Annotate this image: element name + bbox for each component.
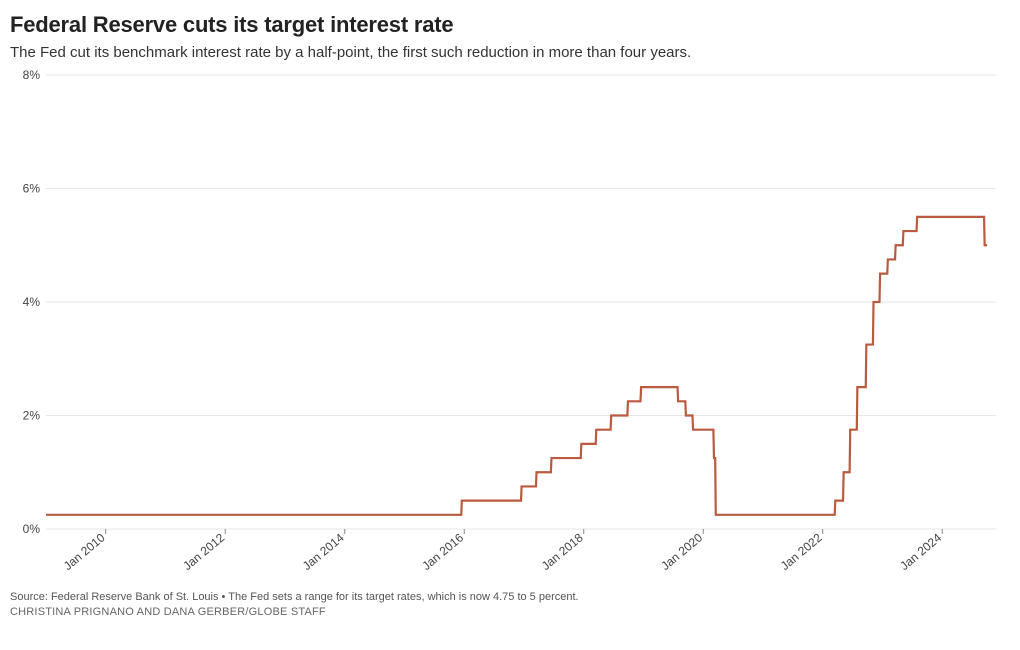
x-tick-label: Jan 2018 <box>539 530 586 573</box>
x-tick-label-group: Jan 2016 <box>419 530 466 573</box>
x-tick-label: Jan 2022 <box>778 530 825 573</box>
chart-title: Federal Reserve cuts its target interest… <box>10 12 1006 38</box>
x-tick-label-group: Jan 2010 <box>61 530 108 573</box>
x-tick-label: Jan 2010 <box>61 530 108 573</box>
x-tick-label: Jan 2020 <box>658 530 705 573</box>
y-tick-label: 4% <box>23 295 41 309</box>
x-tick-label-group: Jan 2014 <box>300 530 347 573</box>
x-tick-label: Jan 2014 <box>300 530 347 573</box>
x-tick-label: Jan 2024 <box>897 530 944 573</box>
y-tick-label: 0% <box>23 522 41 536</box>
chart-area: 0% 2% 4% 6% 8% Jan 2010 Jan 2012 Jan 2014 Jan 20… <box>10 69 1000 584</box>
x-tick-label: Jan 2012 <box>180 530 227 573</box>
source-line: Source: Federal Reserve Bank of St. Loui… <box>10 590 1006 605</box>
x-tick-label-group: Jan 2020 <box>658 530 705 573</box>
rate-line <box>46 217 987 515</box>
x-tick-label-group: Jan 2022 <box>778 530 825 573</box>
x-tick-label-group: Jan 2018 <box>539 530 586 573</box>
chart-subtitle: The Fed cut its benchmark interest rate … <box>10 44 1006 61</box>
chart-svg: 0% 2% 4% 6% 8% Jan 2010 Jan 2012 Jan 2014 Jan 20… <box>10 69 1000 584</box>
x-tick-label-group: Jan 2012 <box>180 530 227 573</box>
y-tick-label: 2% <box>23 409 41 423</box>
x-tick-label-group: Jan 2024 <box>897 530 944 573</box>
y-tick-label: 8% <box>23 69 41 82</box>
y-tick-label: 6% <box>23 182 41 196</box>
byline: CHRISTINA PRIGNANO AND DANA GERBER/GLOBE… <box>10 605 1006 620</box>
x-tick-label: Jan 2016 <box>419 530 466 573</box>
